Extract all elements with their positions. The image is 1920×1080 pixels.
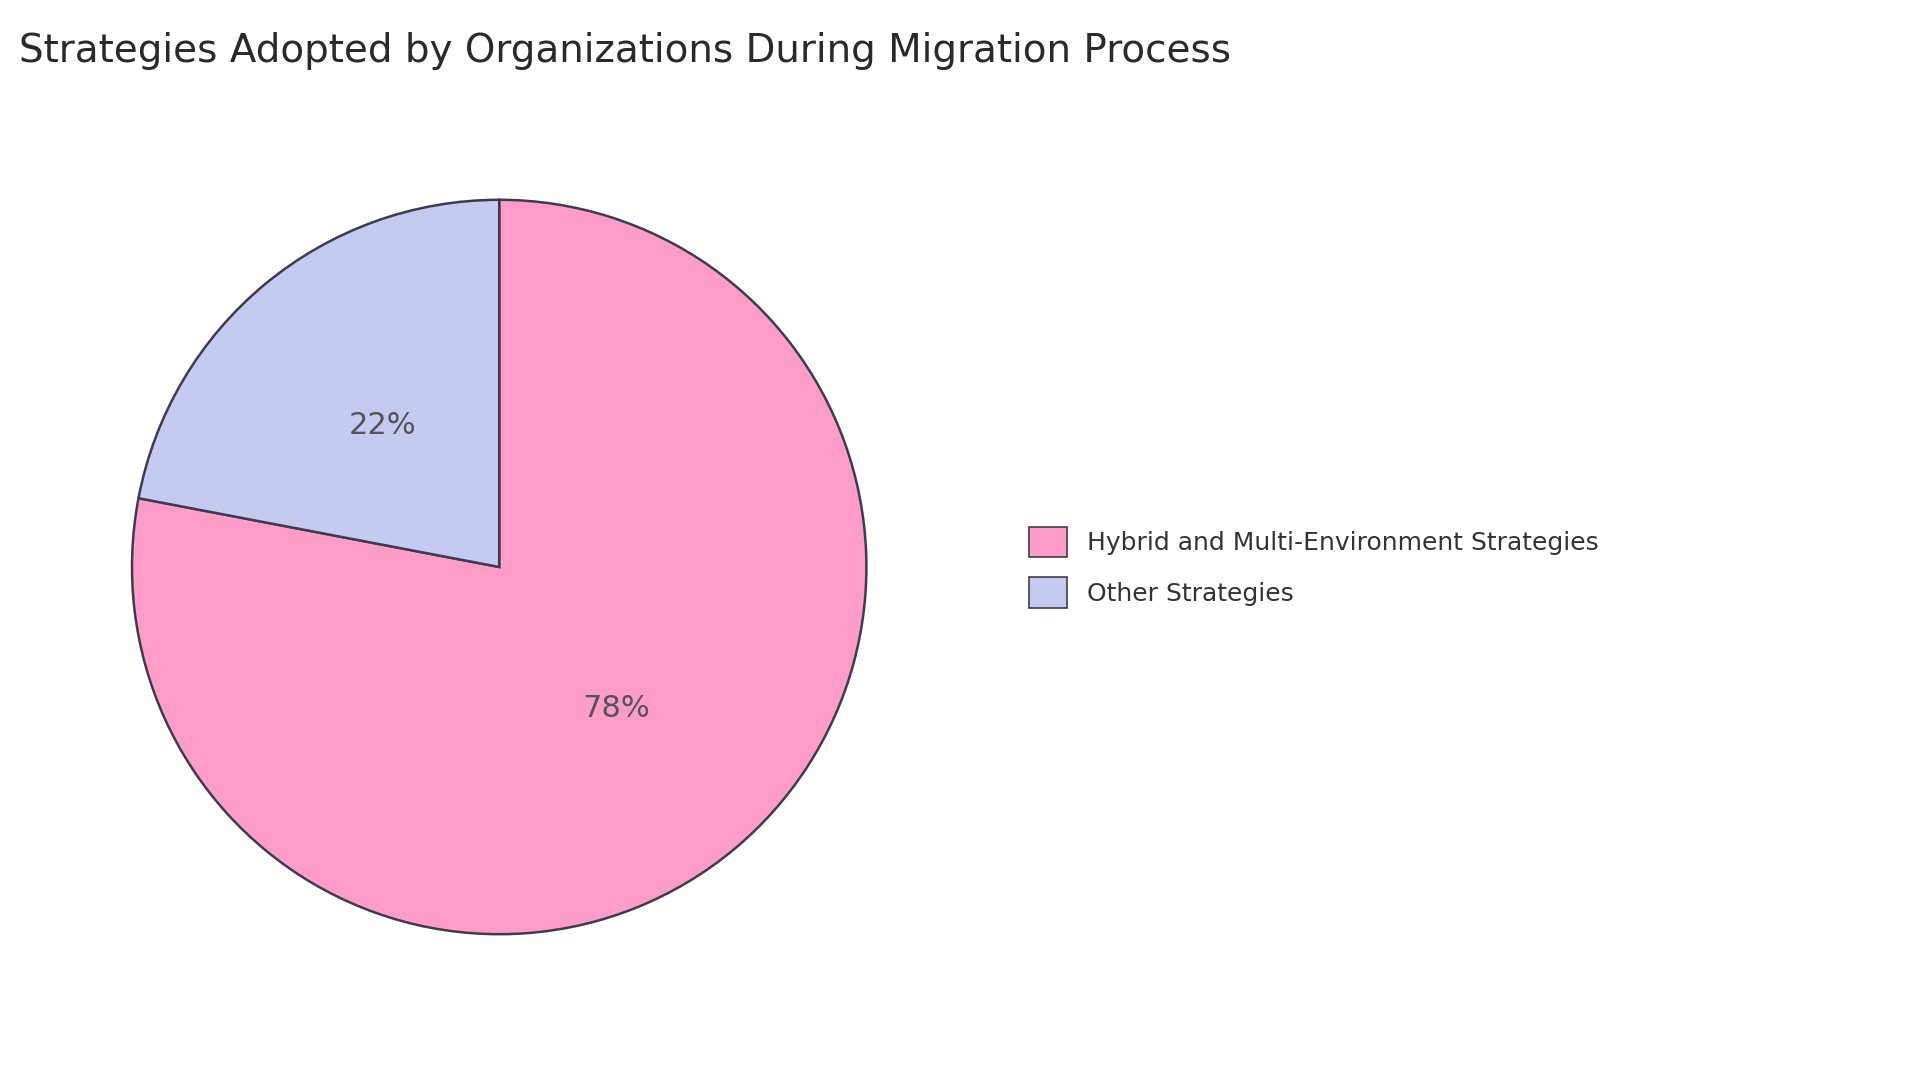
Text: 22%: 22% xyxy=(348,411,417,440)
Wedge shape xyxy=(132,200,866,934)
Text: Strategies Adopted by Organizations During Migration Process: Strategies Adopted by Organizations Duri… xyxy=(19,32,1231,70)
Text: 78%: 78% xyxy=(582,694,651,723)
Wedge shape xyxy=(138,200,499,567)
Legend: Hybrid and Multi-Environment Strategies, Other Strategies: Hybrid and Multi-Environment Strategies,… xyxy=(1016,514,1611,620)
